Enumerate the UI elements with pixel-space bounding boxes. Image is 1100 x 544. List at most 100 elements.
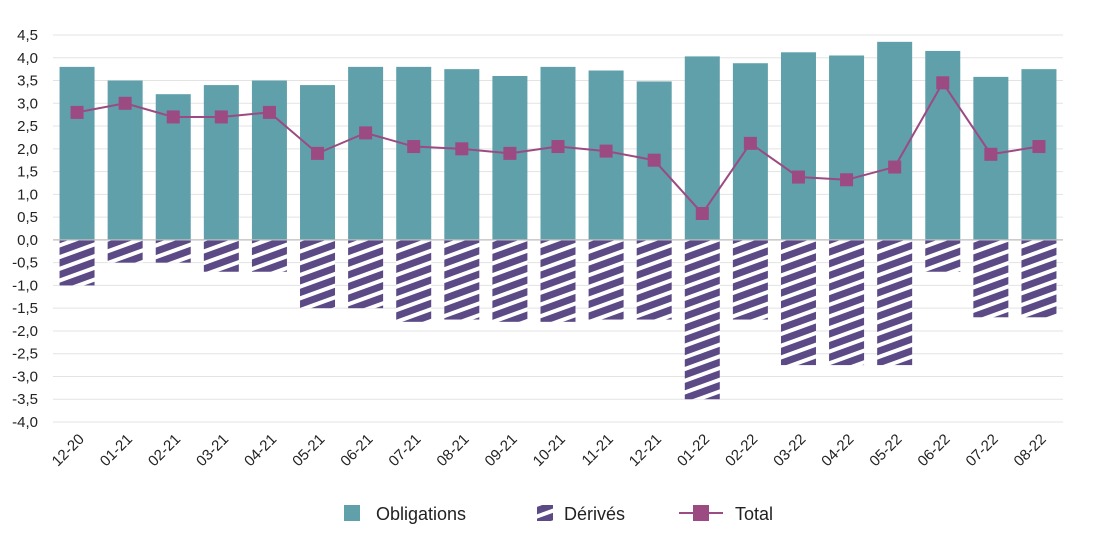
x-tick-label: 03-22 xyxy=(770,431,809,470)
total-marker xyxy=(455,142,469,156)
bar-derives xyxy=(829,239,865,366)
legend-item-derives: Dérivés xyxy=(537,504,625,524)
bar-derives xyxy=(396,239,432,322)
y-tick-label: 2,5 xyxy=(17,118,38,135)
bar-obligations xyxy=(203,85,239,240)
total-marker xyxy=(359,126,373,140)
y-tick-label: 1,5 xyxy=(17,164,38,181)
bar-derives xyxy=(155,239,191,263)
bars xyxy=(59,41,1057,400)
bar-derives xyxy=(59,239,95,286)
total-marker xyxy=(743,136,757,150)
total-marker xyxy=(551,140,565,154)
y-tick-label: -0,5 xyxy=(12,255,38,272)
bar-obligations xyxy=(396,66,432,240)
y-tick-label: 0,5 xyxy=(17,209,38,226)
bar-derives xyxy=(1021,239,1057,318)
bar-derives xyxy=(492,239,528,322)
legend-swatch-derives xyxy=(537,505,553,521)
y-tick-label: 0,0 xyxy=(17,232,38,249)
bar-derives xyxy=(444,239,480,320)
total-marker xyxy=(888,160,902,174)
total-marker xyxy=(791,170,805,184)
x-tick-label: 02-21 xyxy=(145,431,184,470)
bar-obligations xyxy=(829,55,865,240)
y-tick-label: 2,0 xyxy=(17,141,38,158)
bar-obligations xyxy=(1021,69,1057,240)
legend-label-derives: Dérivés xyxy=(564,504,625,524)
y-axis-tick-labels: 4,5 4,0 3,5 3,0 2,5 2,0 1,5 1,0 0,5 0,0 -0,5 -1,0 -1… xyxy=(12,27,38,431)
x-tick-label: 06-21 xyxy=(337,431,376,470)
total-marker xyxy=(407,140,421,154)
total-marker xyxy=(262,105,276,119)
legend-item-obligations: Obligations xyxy=(344,504,466,524)
total-marker xyxy=(118,96,132,110)
bar-obligations xyxy=(780,52,816,240)
bar-obligations xyxy=(59,66,95,240)
bar-derives xyxy=(636,239,672,320)
x-tick-label: 05-22 xyxy=(866,431,905,470)
total-marker xyxy=(840,173,854,187)
legend-marker-total xyxy=(693,505,709,521)
y-tick-label: 1,0 xyxy=(17,186,38,203)
x-tick-label: 03-21 xyxy=(193,431,232,470)
x-tick-label: 09-21 xyxy=(482,431,521,470)
total-marker xyxy=(214,110,228,124)
y-tick-label: -2,0 xyxy=(12,323,38,340)
x-tick-label: 11-21 xyxy=(579,431,617,469)
total-marker xyxy=(503,146,517,160)
legend-swatch-obligations xyxy=(344,505,360,521)
bar-obligations xyxy=(300,85,336,240)
bar-obligations xyxy=(877,41,913,240)
x-tick-label: 08-22 xyxy=(1011,431,1050,470)
x-tick-label: 06-22 xyxy=(914,431,953,470)
total-marker xyxy=(311,146,325,160)
x-tick-label: 10-21 xyxy=(530,431,569,470)
total-marker xyxy=(166,110,180,124)
x-tick-label: 07-21 xyxy=(385,431,424,470)
y-tick-label: 3,5 xyxy=(17,73,38,90)
total-marker xyxy=(70,105,84,119)
y-tick-label: -1,5 xyxy=(12,300,38,317)
bar-obligations xyxy=(251,80,287,240)
bar-derives xyxy=(203,239,239,272)
legend: Obligations Dérivés Total xyxy=(344,504,773,524)
x-tick-label: 04-22 xyxy=(818,431,857,470)
y-tick-label: 4,5 xyxy=(17,27,38,44)
x-axis-tick-labels: 12-20 01-21 02-21 03-21 04-21 05-21 06-21 07-21… xyxy=(49,431,1050,470)
bar-derives xyxy=(925,239,961,272)
bar-obligations xyxy=(348,66,384,240)
bar-derives xyxy=(251,239,287,272)
bar-derives xyxy=(107,239,143,263)
x-tick-label: 05-21 xyxy=(289,431,328,470)
x-tick-label: 01-21 xyxy=(97,431,136,470)
total-marker xyxy=(984,147,998,161)
bar-derives xyxy=(877,239,913,366)
bar-derives xyxy=(684,239,720,400)
y-tick-label: 4,0 xyxy=(17,50,38,67)
bar-derives xyxy=(780,239,816,366)
legend-label-obligations: Obligations xyxy=(376,504,466,524)
total-marker xyxy=(599,144,613,158)
legend-label-total: Total xyxy=(735,504,773,524)
bar-derives xyxy=(540,239,576,322)
total-marker xyxy=(936,76,950,90)
y-tick-label: -3,5 xyxy=(12,391,38,408)
bar-derives xyxy=(732,239,768,320)
bar-derives xyxy=(973,239,1009,318)
total-marker xyxy=(647,153,661,167)
x-tick-label: 12-21 xyxy=(626,431,665,470)
y-tick-label: 3,0 xyxy=(17,95,38,112)
total-marker xyxy=(1032,140,1046,154)
bar-obligations xyxy=(540,66,576,240)
bar-derives xyxy=(300,239,336,309)
x-tick-label: 04-21 xyxy=(241,431,280,470)
y-tick-label: -4,0 xyxy=(12,414,38,431)
x-tick-label: 02-22 xyxy=(722,431,761,470)
total-marker xyxy=(695,206,709,220)
y-tick-label: -2,5 xyxy=(12,346,38,363)
x-tick-label: 08-21 xyxy=(433,431,472,470)
legend-item-total: Total xyxy=(679,504,773,524)
